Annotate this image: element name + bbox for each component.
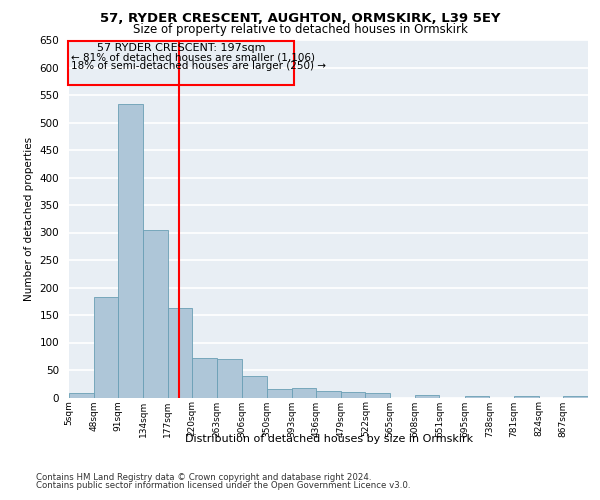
Y-axis label: Number of detached properties: Number of detached properties (24, 136, 34, 301)
Text: Contains public sector information licensed under the Open Government Licence v3: Contains public sector information licen… (36, 482, 410, 490)
Bar (143, 230, 167, 398)
Text: ← 81% of detached houses are smaller (1,106): ← 81% of detached houses are smaller (1,… (71, 52, 315, 62)
Bar (465, 396, 490, 398)
Bar (292, 388, 316, 398)
Bar (118, 104, 143, 398)
Bar (68, 41, 295, 85)
Bar (242, 376, 267, 398)
Text: Size of property relative to detached houses in Ormskirk: Size of property relative to detached ho… (133, 22, 467, 36)
Bar (316, 391, 341, 398)
Bar (217, 359, 242, 398)
Bar (514, 396, 539, 398)
Text: 18% of semi-detached houses are larger (250) →: 18% of semi-detached houses are larger (… (71, 61, 326, 71)
Bar (365, 393, 390, 398)
Bar (192, 358, 217, 398)
Text: Contains HM Land Registry data © Crown copyright and database right 2024.: Contains HM Land Registry data © Crown c… (36, 472, 371, 482)
Bar (267, 389, 292, 398)
Bar (341, 392, 365, 398)
Bar (69, 393, 94, 398)
Text: 57, RYDER CRESCENT, AUGHTON, ORMSKIRK, L39 5EY: 57, RYDER CRESCENT, AUGHTON, ORMSKIRK, L… (100, 12, 500, 26)
Bar (167, 308, 192, 398)
Bar (94, 297, 118, 398)
Bar (415, 395, 439, 398)
Text: 57 RYDER CRESCENT: 197sqm: 57 RYDER CRESCENT: 197sqm (97, 44, 266, 54)
Text: Distribution of detached houses by size in Ormskirk: Distribution of detached houses by size … (185, 434, 473, 444)
Bar (563, 396, 588, 398)
